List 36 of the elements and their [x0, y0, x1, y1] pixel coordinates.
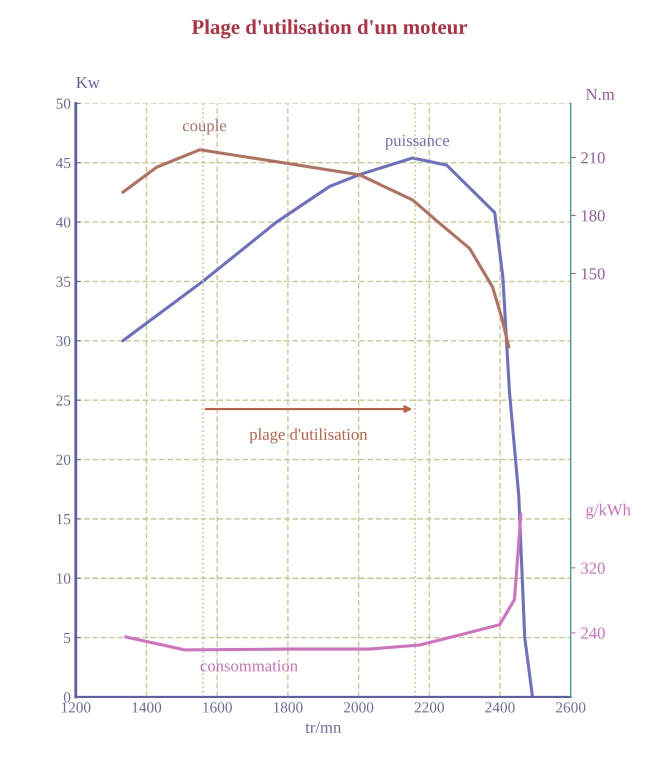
annotation: plage d'utilisation — [250, 428, 368, 444]
y3-axis-title: g/kWh — [586, 504, 631, 519]
line-series — [124, 512, 522, 652]
x-tick-label: 1200 — [62, 702, 90, 713]
y-tick-label: 40 — [56, 217, 70, 228]
x-tick-label: 1800 — [274, 702, 303, 713]
x-tick-label: 2400 — [485, 702, 515, 713]
y3-tick-label: 320 — [581, 562, 605, 574]
x-tick-label: 2000 — [344, 702, 374, 713]
x-axis-title: tr/mn — [305, 722, 342, 733]
y3-tick-label: 240 — [581, 628, 605, 639]
y-tick-label: 30 — [56, 336, 70, 346]
x-tick-label: 2200 — [414, 702, 444, 713]
y2-tick-label: 210 — [581, 152, 605, 164]
y-tick-label: 10 — [56, 573, 70, 584]
annotation: couple — [182, 120, 226, 135]
x-tick-label: 1600 — [203, 702, 232, 713]
y-tick-label: 5 — [64, 632, 70, 644]
line-series — [121, 148, 510, 349]
y-tick-label: 15 — [56, 514, 70, 524]
y-tick-label: 50 — [56, 98, 70, 109]
y-axis-title: Kw — [76, 77, 100, 88]
y2-tick-label: 180 — [582, 210, 605, 222]
y-tick-label: 35 — [56, 276, 70, 287]
x-tick-label: 1400 — [132, 702, 162, 713]
y2-tick-label: 150 — [582, 268, 605, 280]
annotation: puissance — [385, 134, 450, 150]
y-tick-label: 25 — [56, 395, 70, 406]
x-tick-label: 2600 — [556, 702, 586, 713]
y-tick-label: 0 — [64, 692, 70, 702]
annotation: consommation — [200, 660, 298, 672]
y2-axis-title: N.m — [586, 88, 614, 100]
y-tick-label: 45 — [56, 158, 70, 168]
line-series — [121, 156, 534, 697]
chart-title: Plage d'utilisation d'un moteur — [192, 19, 468, 38]
y-tick-label: 20 — [56, 454, 70, 465]
